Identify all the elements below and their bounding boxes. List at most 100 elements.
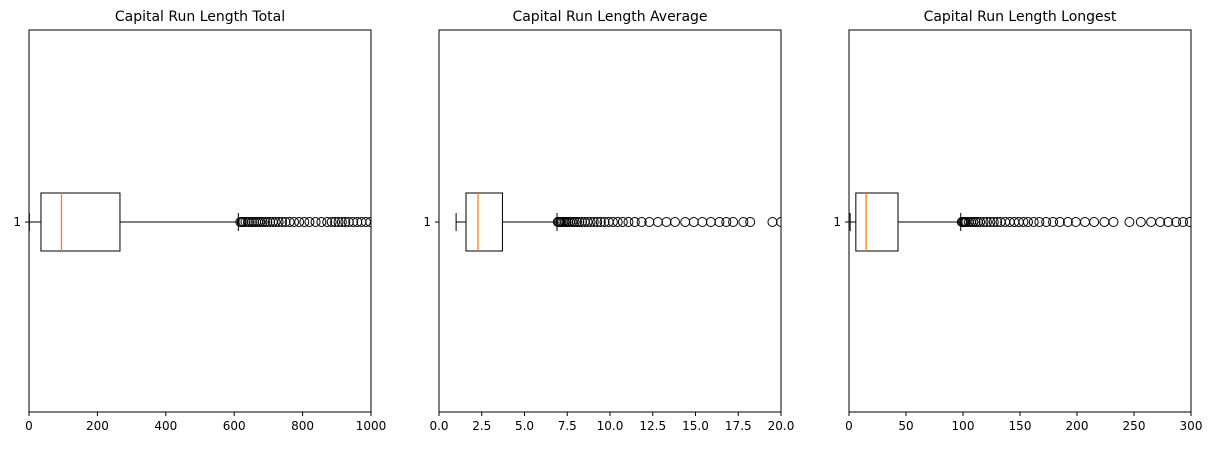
outlier-point: [1089, 217, 1100, 227]
iqr-box: [465, 192, 503, 252]
data-marks: [455, 192, 781, 252]
outlier-point: [607, 217, 618, 227]
subplot-1: Capital Run Length Total 0 200 400 600 800 100…: [13, 9, 386, 433]
outlier-point: [1054, 217, 1065, 227]
outlier-point: [669, 217, 680, 227]
outlier-point: [738, 217, 749, 227]
outlier-point: [988, 217, 999, 227]
outlier-point: [623, 217, 634, 227]
outlier-point: [360, 217, 371, 227]
x-tick-label: 0.0: [429, 419, 448, 433]
outlier-point: [255, 217, 266, 227]
outlier-point: [257, 217, 268, 227]
data-marks: [29, 192, 371, 252]
y-tick-label: 1: [833, 215, 841, 229]
x-tick-label: 400: [154, 419, 177, 433]
chart-title: Capital Run Length Total: [115, 9, 285, 25]
outlier-point: [1171, 217, 1182, 227]
outlier-point: [585, 217, 596, 227]
x-tick-label: 2.5: [472, 419, 491, 433]
data-marks: [849, 192, 1191, 252]
y-tick-label: 1: [13, 215, 21, 229]
outlier-point: [567, 217, 578, 227]
outlier-point: [336, 217, 347, 227]
outlier-point: [582, 217, 593, 227]
outlier-point: [745, 217, 756, 227]
outlier-point: [340, 217, 351, 227]
outlier-point: [714, 217, 725, 227]
outlier-point: [688, 217, 699, 227]
x-tick-label: 800: [291, 419, 314, 433]
x-tick-label: 250: [1123, 419, 1146, 433]
outlier-point: [636, 217, 647, 227]
x-tick-label: 0: [25, 419, 33, 433]
x-tick-label: 50: [898, 419, 913, 433]
subplot-3: Capital Run Length Longest 0 50 100 150 200 25…: [833, 9, 1202, 433]
outlier-point: [326, 217, 337, 227]
y-tick-label: 1: [423, 215, 431, 229]
outlier-point: [680, 217, 691, 227]
outlier-point: [978, 217, 989, 227]
outlier-point: [284, 217, 295, 227]
iqr-box: [855, 192, 899, 252]
outlier-point: [574, 217, 585, 227]
outlier-point: [1062, 217, 1073, 227]
outlier-point: [330, 217, 341, 227]
x-tick-label: 200: [86, 419, 109, 433]
outlier-point: [1099, 217, 1110, 227]
x-tick-label: 1000: [356, 419, 387, 433]
outlier-point: [617, 217, 628, 227]
outlier-point: [612, 217, 623, 227]
axes-frame: [848, 29, 1192, 413]
outlier-point: [1022, 217, 1033, 227]
x-tick-label: 300: [1180, 419, 1203, 433]
outlier-point: [310, 217, 321, 227]
outlier-point: [262, 217, 273, 227]
x-tick-label: 0: [845, 419, 853, 433]
outlier-point: [1146, 217, 1157, 227]
outlier-point: [1028, 217, 1039, 227]
outlier-point: [776, 217, 781, 227]
axes-frame: [438, 29, 782, 413]
outlier-point: [304, 217, 315, 227]
outlier-point: [981, 217, 992, 227]
outlier-point: [992, 217, 1003, 227]
outlier-point: [365, 217, 371, 227]
outlier-point: [1155, 217, 1166, 227]
outlier-point: [1135, 217, 1146, 227]
outlier-point: [975, 217, 986, 227]
outlier-point: [322, 217, 333, 227]
outlier-point: [1108, 217, 1119, 227]
x-tick-label: 600: [223, 419, 246, 433]
x-tick-label: 17.5: [725, 419, 752, 433]
x-tick-label: 10.0: [597, 419, 624, 433]
iqr-box: [40, 192, 121, 252]
outlier-point: [333, 217, 344, 227]
chart-title: Capital Run Length Average: [512, 9, 707, 25]
x-tick-label: 150: [1009, 419, 1032, 433]
chart-title: Capital Run Length Longest: [924, 9, 1117, 25]
x-tick-label: 20.0: [768, 419, 795, 433]
outlier-point: [599, 217, 610, 227]
outlier-point: [299, 217, 310, 227]
outlier-point: [728, 217, 739, 227]
x-tick-label: 200: [1066, 419, 1089, 433]
outlier-point: [571, 217, 582, 227]
outlier-point: [1018, 217, 1029, 227]
outlier-point: [1178, 217, 1189, 227]
outlier-point: [348, 217, 359, 227]
outlier-point: [294, 217, 305, 227]
outlier-point: [1048, 217, 1059, 227]
x-tick-label: 7.5: [558, 419, 577, 433]
outlier-point: [1124, 217, 1135, 227]
outlier-point: [697, 217, 708, 227]
outlier-point: [985, 217, 996, 227]
axes-frame: [28, 29, 372, 413]
outlier-point: [767, 217, 778, 227]
outlier-point: [1034, 217, 1045, 227]
outlier-point: [588, 217, 599, 227]
outlier-point: [629, 217, 640, 227]
outlier-point: [569, 217, 580, 227]
outlier-point: [277, 217, 288, 227]
